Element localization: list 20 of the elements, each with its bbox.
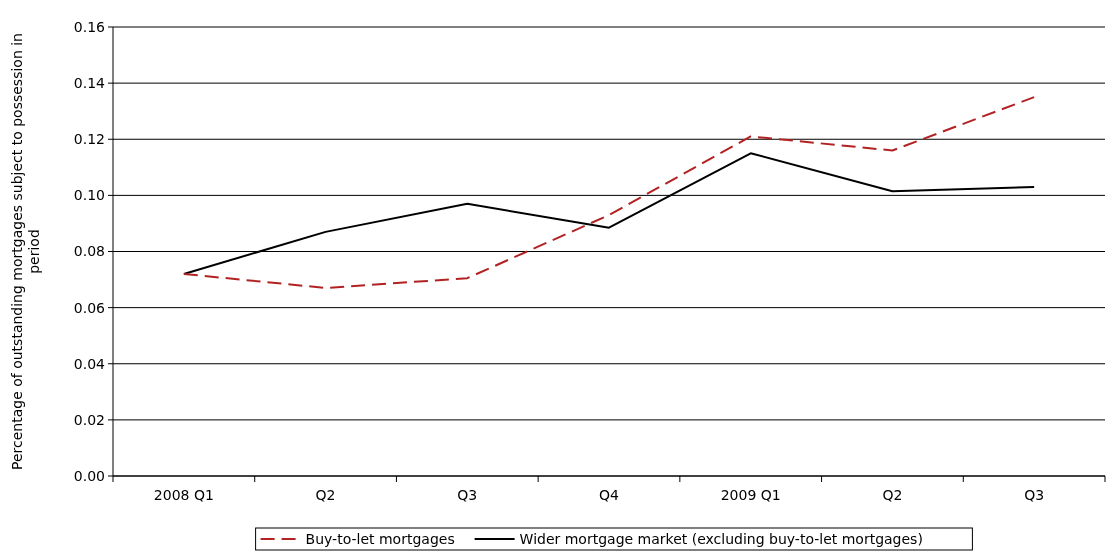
x-tick-label: 2008 Q1 <box>153 487 214 503</box>
y-axis-title: Percentage of outstanding mortgages subject to possession in period <box>9 33 42 470</box>
y-tick-label: 0.00 <box>73 467 105 484</box>
y-tick-label: 0.12 <box>73 131 105 148</box>
y-tick-label: 0.14 <box>73 75 106 92</box>
y-tick-label: 0.06 <box>73 299 106 316</box>
x-tick-label: Q4 <box>599 487 620 503</box>
y-tick-label: 0.16 <box>73 18 106 35</box>
x-tick-label: Q2 <box>882 487 903 503</box>
y-tick-label: 0.08 <box>73 243 105 260</box>
y-tick-label: 0.10 <box>73 187 105 204</box>
x-tick-label: Q3 <box>457 487 478 503</box>
legend-label: Wider mortgage market (excluding buy-to-let mortgages) <box>519 530 923 547</box>
legend-label: Buy-to-let mortgages <box>305 530 455 547</box>
x-tick-label: Q3 <box>1024 487 1045 503</box>
x-tick-label: Q2 <box>315 487 336 503</box>
line-series <box>182 96 1036 289</box>
y-tick-label: 0.04 <box>73 355 106 372</box>
x-tick-label: 2009 Q1 <box>720 487 781 503</box>
y-tick-label: 0.02 <box>73 411 105 428</box>
